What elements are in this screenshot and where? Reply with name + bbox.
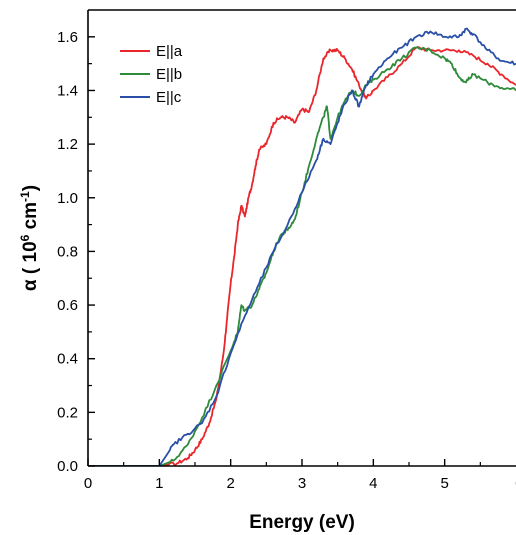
legend-label-0: E||a xyxy=(156,43,183,60)
y-tick-label: 1.0 xyxy=(57,190,78,207)
x-tick-label: 2 xyxy=(226,475,234,492)
x-tick-label: 4 xyxy=(369,475,377,492)
series-line-0 xyxy=(88,46,516,466)
y-tick-label: 1.4 xyxy=(57,82,78,99)
legend-label-2: E||c xyxy=(156,89,182,106)
x-tick-label: 1 xyxy=(155,475,163,492)
x-tick-label: 0 xyxy=(84,475,92,492)
y-axis-title-prefix: α ( 10 xyxy=(20,241,41,291)
y-axis-title-mid: cm xyxy=(20,202,41,235)
series-line-2 xyxy=(88,27,516,466)
y-tick-label: 0.0 xyxy=(57,458,78,475)
y-axis-title-exp2: -1 xyxy=(18,191,32,202)
y-axis-title: α ( 106 cm-1) xyxy=(18,185,41,291)
x-axis-title: Energy (eV) xyxy=(249,512,355,533)
x-tick-label: 5 xyxy=(440,475,448,492)
y-axis-title-suffix: ) xyxy=(20,185,41,191)
y-tick-label: 0.4 xyxy=(57,351,78,368)
y-tick-label: 0.2 xyxy=(57,404,78,421)
series-line-1 xyxy=(88,46,516,466)
y-tick-label: 0.8 xyxy=(57,243,78,260)
y-tick-label: 1.2 xyxy=(57,136,78,153)
y-axis-title-exp1: 6 xyxy=(18,234,32,241)
y-tick-label: 0.6 xyxy=(57,297,78,314)
y-tick-label: 1.6 xyxy=(57,29,78,46)
x-tick-label: 3 xyxy=(298,475,306,492)
legend-label-1: E||b xyxy=(156,66,182,83)
